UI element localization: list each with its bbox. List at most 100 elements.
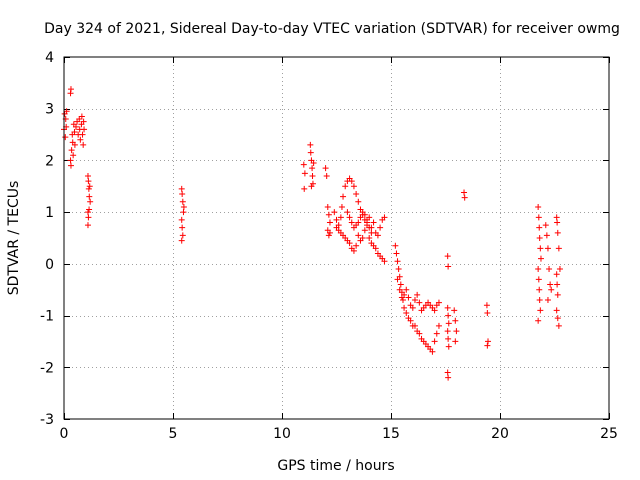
data-point (483, 302, 490, 309)
data-point (178, 185, 185, 192)
data-point (87, 198, 94, 205)
data-point (355, 232, 362, 239)
data-point (543, 232, 550, 239)
data-point (399, 297, 406, 304)
data-point (178, 237, 185, 244)
x-tick-label: 0 (60, 426, 69, 442)
data-point (350, 183, 357, 190)
data-point (63, 108, 70, 115)
data-point (554, 219, 561, 226)
data-point (325, 211, 332, 218)
data-point (537, 245, 544, 252)
data-point (374, 232, 381, 239)
data-point (542, 222, 549, 229)
data-point (180, 203, 187, 210)
data-point (85, 214, 92, 221)
data-point (326, 219, 333, 226)
data-point (85, 178, 92, 185)
data-point (535, 276, 542, 283)
data-point (392, 242, 399, 249)
data-point (350, 247, 357, 254)
data-point (556, 266, 563, 273)
data-point (397, 281, 404, 288)
data-point (324, 203, 331, 210)
y-axis-ticks: -3 -2 -1 0 1 2 3 4 (40, 50, 609, 428)
data-point (346, 214, 353, 221)
data-point (322, 165, 329, 172)
data-point (86, 183, 93, 190)
data-point (547, 281, 554, 288)
data-points (61, 86, 563, 381)
data-point (411, 297, 418, 304)
data-point (535, 203, 542, 210)
data-point (544, 297, 551, 304)
data-point (405, 294, 412, 301)
data-point (416, 299, 423, 306)
data-point (445, 343, 452, 350)
data-point (355, 198, 362, 205)
data-point (361, 211, 368, 218)
x-axis-ticks: 0 5 10 15 20 25 (60, 57, 618, 442)
data-point (372, 245, 379, 252)
data-point (431, 338, 438, 345)
data-point (554, 281, 561, 288)
data-point (403, 309, 410, 316)
data-point (445, 320, 452, 327)
data-point (416, 330, 423, 337)
data-point (435, 299, 442, 306)
data-point (72, 123, 79, 130)
data-point (300, 161, 307, 168)
data-point (368, 224, 375, 231)
data-point (338, 203, 345, 210)
data-point (364, 216, 371, 223)
plot-frame (63, 56, 610, 420)
data-point (536, 297, 543, 304)
data-point (326, 229, 333, 236)
data-point (180, 209, 187, 216)
data-point (86, 206, 93, 213)
x-axis-label: GPS time / hours (277, 458, 394, 474)
data-point (323, 172, 330, 179)
data-point (553, 307, 560, 314)
data-point (353, 242, 360, 249)
x-tick-label: 5 (169, 426, 178, 442)
data-point (301, 185, 308, 192)
data-point (393, 250, 400, 257)
data-point (407, 317, 414, 324)
data-point (344, 209, 351, 216)
data-point (67, 86, 74, 93)
data-point (394, 258, 401, 265)
data-point (348, 178, 355, 185)
data-point (309, 172, 316, 179)
data-point (555, 245, 562, 252)
data-point (445, 312, 452, 319)
data-point (537, 307, 544, 314)
data-point (411, 322, 418, 329)
y-tick-label: 2 (45, 153, 54, 169)
data-point (84, 222, 91, 229)
data-point (435, 322, 442, 329)
data-point (554, 315, 561, 322)
data-point (307, 141, 314, 148)
x-tick-label: 10 (273, 426, 291, 442)
data-point (80, 118, 87, 125)
data-point (77, 136, 84, 143)
data-point (537, 255, 544, 262)
data-point (179, 191, 186, 198)
data-point (76, 116, 83, 123)
data-point (536, 235, 543, 241)
data-point (346, 240, 353, 247)
data-point (68, 147, 75, 154)
data-point (357, 214, 364, 221)
data-point (444, 253, 451, 260)
data-point (309, 165, 316, 172)
data-point (377, 224, 384, 231)
data-point (403, 286, 410, 293)
data-point (381, 258, 388, 265)
data-point (67, 157, 74, 164)
data-point (444, 304, 451, 311)
data-point (84, 209, 91, 216)
data-point (414, 291, 421, 298)
data-point (484, 309, 491, 316)
data-point (395, 266, 402, 273)
